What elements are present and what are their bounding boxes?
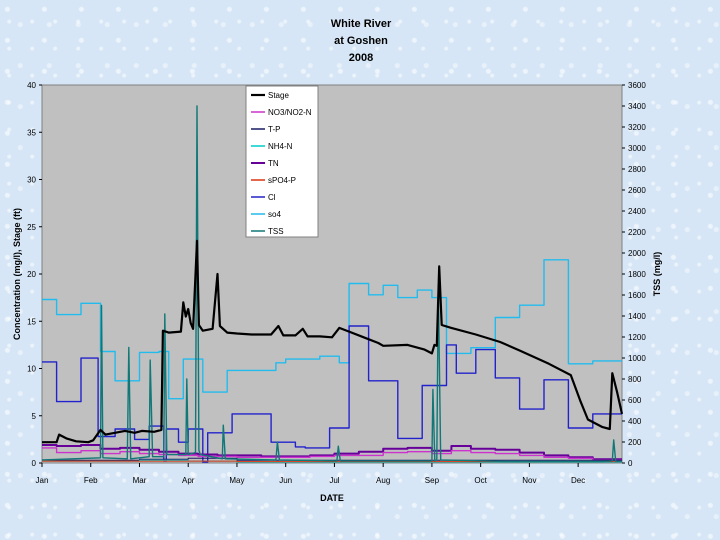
legend-label-spo4-p: sPO4-P xyxy=(268,176,296,185)
legend-label-no3-no2-n: NO3/NO2-N xyxy=(268,108,312,117)
y-right-tick-label: 2600 xyxy=(628,186,646,195)
y-right-tick-label: 2000 xyxy=(628,249,646,258)
legend-box xyxy=(245,85,319,238)
series-line-tn xyxy=(42,444,622,461)
x-tick-label: Jan xyxy=(36,476,49,485)
y-right-tick-label: 3000 xyxy=(628,144,646,153)
series-line-tss xyxy=(41,105,622,463)
x-axis-ticks: Jan Feb Mar Apr May Jun Jul Aug Sep Oct Nov Dec xyxy=(36,463,585,485)
y-right-tick-label: 2400 xyxy=(628,207,646,216)
legend-label-nh4-n: NH4-N xyxy=(268,142,293,151)
y-right-tick-label: 2800 xyxy=(628,165,646,174)
chart-title-line-3: 2008 xyxy=(349,52,373,64)
y-left-tick-label: 35 xyxy=(27,128,36,137)
x-tick-label: Sep xyxy=(425,476,440,485)
y-left-tick-label: 5 xyxy=(32,412,37,421)
x-tick-label: Nov xyxy=(522,476,536,485)
series-line-so4 xyxy=(42,259,622,400)
x-tick-label: Oct xyxy=(474,476,487,485)
x-tick-label: May xyxy=(229,476,244,485)
x-axis-label: DATE xyxy=(320,493,344,503)
y-right-tick-label: 3200 xyxy=(628,123,646,132)
y-right-tick-label: 1000 xyxy=(628,354,646,363)
y-right-tick-label: 200 xyxy=(628,438,642,447)
series-line-cl xyxy=(42,325,622,463)
chart-title-line-2: at Goshen xyxy=(334,35,388,47)
y-right-tick-label: 600 xyxy=(628,396,642,405)
x-tick-label: Jun xyxy=(279,476,292,485)
y-left-tick-label: 25 xyxy=(27,223,36,232)
legend-label-t-p: T-P xyxy=(268,125,280,134)
series-line-no3-no2-n xyxy=(42,447,622,461)
series-line-stage xyxy=(42,239,624,444)
chart-title-line-1: White River xyxy=(331,18,392,30)
y-left-tick-label: 0 xyxy=(32,459,37,468)
y-left-tick-label: 10 xyxy=(27,365,36,374)
y-right-tick-label: 1600 xyxy=(628,291,646,300)
legend-label-cl: Cl xyxy=(268,193,276,202)
x-tick-label: Aug xyxy=(376,476,390,485)
y-axis-right-ticks: 0 200 400 600 800 1000 1200 1400 1600 1800 2000 220… xyxy=(622,81,646,468)
legend-label-stage: Stage xyxy=(268,91,289,100)
y-right-tick-label: 2200 xyxy=(628,228,646,237)
y-axis-right-label: TSS (mg/l) xyxy=(652,252,662,297)
y-right-tick-label: 400 xyxy=(628,417,642,426)
y-right-tick-label: 3400 xyxy=(628,102,646,111)
y-left-tick-label: 40 xyxy=(27,81,36,90)
y-right-tick-label: 1800 xyxy=(628,270,646,279)
y-axis-left-ticks: 0 5 10 15 20 25 30 35 40 xyxy=(27,81,42,468)
y-left-tick-label: 15 xyxy=(27,317,36,326)
x-tick-label: Mar xyxy=(133,476,147,485)
y-right-tick-label: 3600 xyxy=(628,81,646,90)
series-group xyxy=(41,105,624,463)
y-left-tick-label: 30 xyxy=(27,176,36,185)
x-tick-label: Jul xyxy=(329,476,339,485)
x-tick-label: Feb xyxy=(84,476,98,485)
legend-label-so4: so4 xyxy=(268,210,281,219)
y-right-tick-label: 1200 xyxy=(628,333,646,342)
x-tick-label: Apr xyxy=(182,476,195,485)
x-tick-label: Dec xyxy=(571,476,585,485)
legend-label-tn: TN xyxy=(268,159,279,168)
y-axis-left-label: Concentration (mg/l), Stage (ft) xyxy=(12,208,22,340)
y-right-tick-label: 800 xyxy=(628,375,642,384)
y-right-tick-label: 0 xyxy=(628,459,633,468)
y-right-tick-label: 1400 xyxy=(628,312,646,321)
plot-area xyxy=(41,84,623,464)
y-left-tick-label: 20 xyxy=(27,270,36,279)
legend: Stage NO3/NO2-N T-P NH4-N TN sPO4-P Cl so4 TSS xyxy=(245,85,319,238)
legend-label-tss: TSS xyxy=(268,227,284,236)
